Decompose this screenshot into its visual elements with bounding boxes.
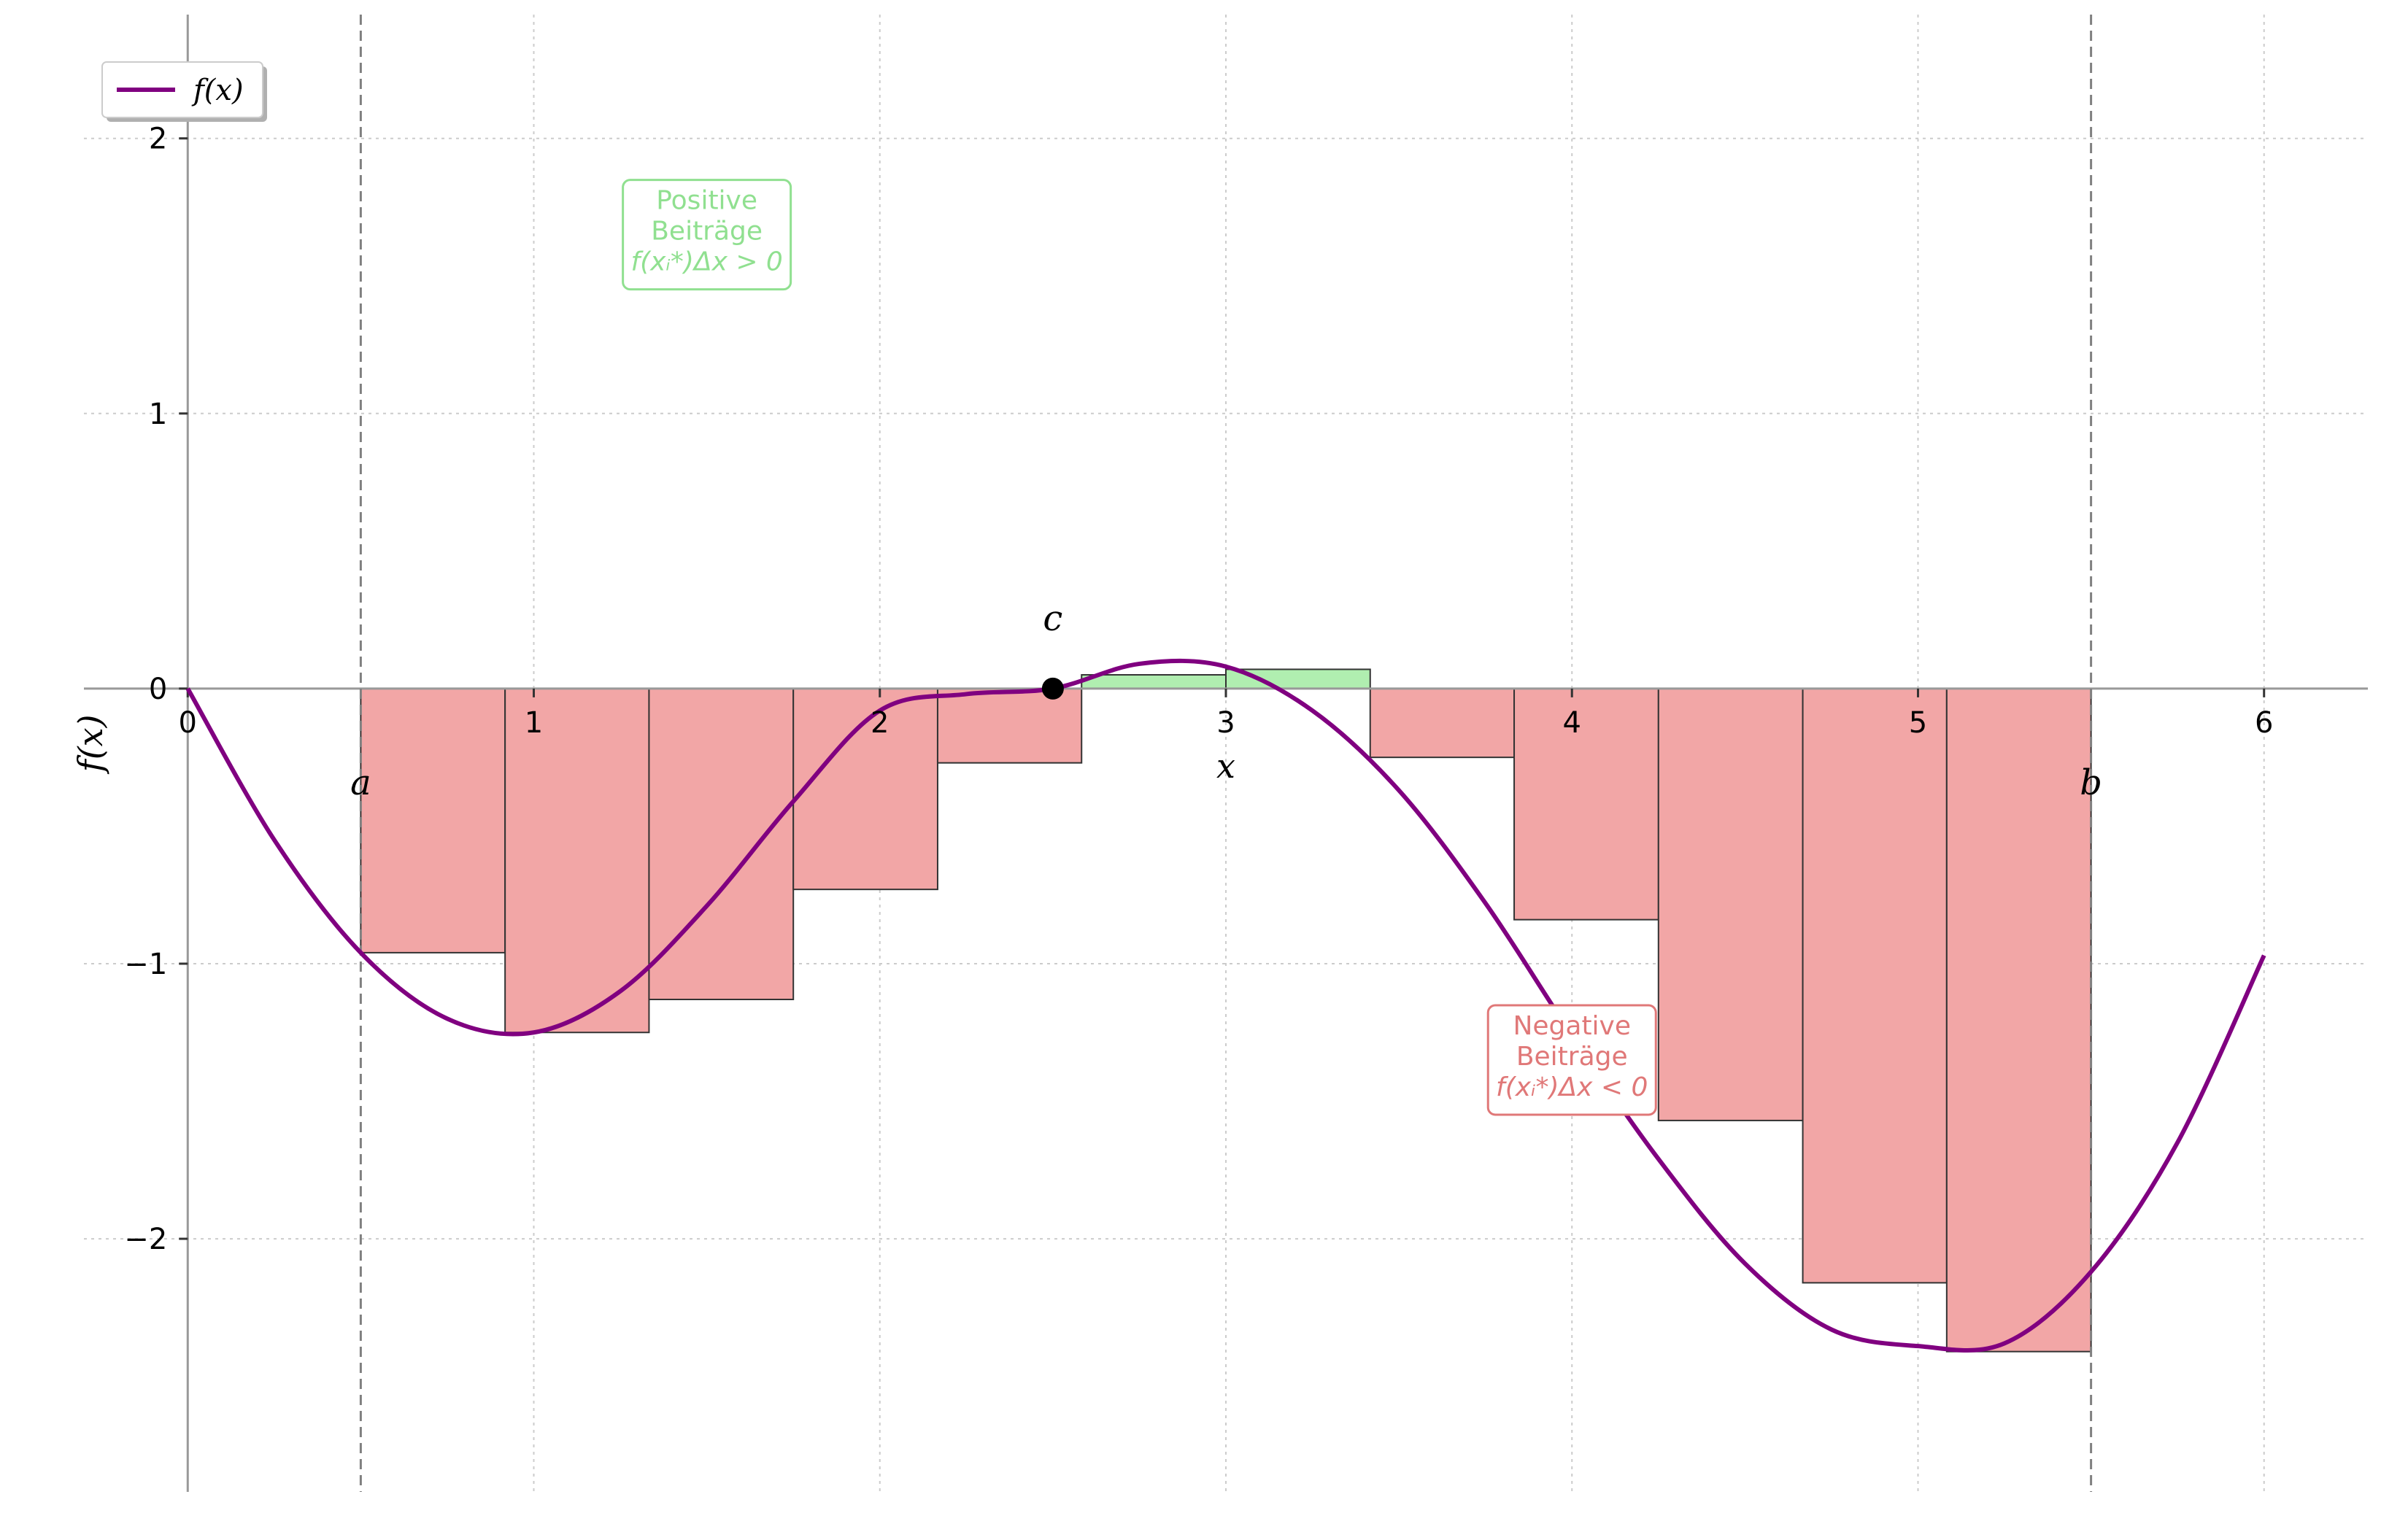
mark-labels: x f(x) a b c [71, 598, 2102, 803]
negative-rectangle [1657, 687, 1804, 1121]
axes [84, 15, 2368, 1492]
interval-b-label: b [2080, 762, 2102, 803]
negative-rectangle [1945, 687, 2092, 1353]
x-axis-title: x [1216, 746, 1235, 786]
y-tick-label: 1 [149, 398, 167, 431]
zero-point-marker [1041, 677, 1064, 700]
interval-a-label: a [350, 762, 371, 803]
tick-labels: 0 1 2 3 4 5 6 −2 −1 0 1 2 [124, 123, 2273, 1256]
negative-rectangle [1369, 687, 1516, 759]
annotation-line: f(xᵢ*)Δx < 0 [1496, 1072, 1648, 1102]
interval-boundaries [359, 15, 2093, 1492]
annotation-line: f(xᵢ*)Δx > 0 [630, 247, 782, 277]
legend: f(x) [101, 61, 267, 122]
negative-rectangle [360, 687, 506, 953]
x-tick-label: 5 [1909, 706, 1927, 740]
x-tick-label: 4 [1563, 706, 1581, 740]
legend-box [101, 61, 263, 118]
negative-rectangle [648, 687, 795, 1000]
annotation-box [622, 179, 792, 291]
x-tick-label: 0 [179, 706, 197, 740]
x-tick-label: 2 [871, 706, 889, 740]
positive-rectangle [1081, 674, 1227, 689]
annotation-line: Negative [1513, 1011, 1631, 1041]
riemann-rectangles [360, 668, 2092, 1353]
annotation-line: Positive [656, 186, 757, 216]
x-tick-label: 6 [2255, 706, 2273, 740]
negative-rectangle [1513, 687, 1659, 921]
annotation-box [1486, 1004, 1657, 1116]
function-curve [185, 658, 2266, 1353]
function-curve-path [185, 658, 2266, 1353]
y-tick-label: 2 [149, 123, 167, 156]
y-tick-label: −1 [124, 948, 167, 981]
negative-rectangle [936, 687, 1083, 764]
x-tick-label: 1 [525, 706, 543, 740]
negative-rectangle [1802, 687, 1948, 1284]
y-axis-title: f(x) [71, 714, 110, 774]
annotation-line: Beiträge [651, 217, 763, 247]
negative-rectangle [504, 687, 650, 1034]
y-tick-label: 0 [149, 673, 167, 706]
zero-point-label: c [1043, 598, 1062, 639]
annotation-line: Beiträge [1516, 1042, 1628, 1072]
legend-label: f(x) [191, 74, 244, 107]
x-tick-label: 3 [1216, 706, 1235, 740]
y-tick-label: −2 [124, 1223, 167, 1256]
